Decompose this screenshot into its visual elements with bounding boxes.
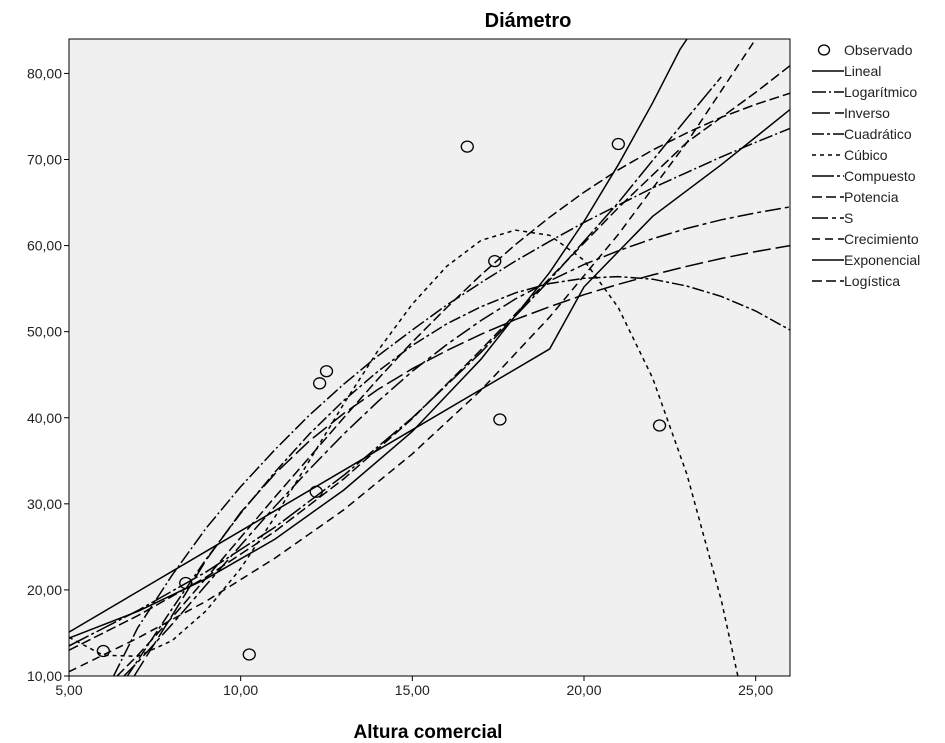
- y-tick-label-7: 80,00: [27, 65, 62, 81]
- y-tick-label-3: 40,00: [27, 410, 62, 426]
- x-tick-label-4: 25,00: [738, 682, 773, 698]
- legend-label-7: S: [844, 210, 853, 226]
- fit-curves: [69, 39, 790, 676]
- observed-point-7: [488, 254, 502, 268]
- legend-label-8: Crecimiento: [844, 231, 919, 247]
- observed-point-4: [312, 377, 327, 390]
- y-tick-label-0: 10,00: [27, 668, 62, 684]
- observed-point-2: [242, 648, 256, 661]
- legend-label-2: Inverso: [844, 105, 890, 121]
- curve-0: [69, 109, 790, 633]
- x-tick-label-0: 5,00: [55, 682, 82, 698]
- y-tick-label-1: 20,00: [27, 582, 62, 598]
- legend-label-0: Lineal: [844, 63, 881, 79]
- legend-label-3: Cuadrático: [844, 126, 912, 142]
- observed-point-9: [611, 137, 625, 151]
- observed-point-5: [319, 365, 334, 378]
- curve-5: [69, 76, 722, 647]
- legend-label-1: Logarítmico: [844, 84, 917, 100]
- legend: Observado Lineal Logarítmico Inverso Cuadrát…: [812, 42, 920, 289]
- y-tick-label-6: 70,00: [27, 152, 62, 168]
- legend-observed-marker: [817, 44, 831, 56]
- curve-10: [69, 65, 790, 651]
- curve-9: [69, 39, 688, 639]
- curve-3: [126, 275, 790, 676]
- x-tick-label-3: 20,00: [566, 682, 601, 698]
- y-axis: 10,00 20,00 30,00 40,00 50,00 60,00 70,00 80,00: [27, 65, 69, 684]
- curve-6: [116, 92, 790, 676]
- curve-8: [69, 39, 757, 673]
- legend-label-10: Logística: [844, 273, 900, 289]
- y-tick-label-4: 50,00: [27, 324, 62, 340]
- curve-1: [112, 127, 790, 676]
- legend-label-6: Potencia: [844, 189, 899, 205]
- observed-point-1: [179, 576, 193, 590]
- legend-label-5: Compuesto: [844, 168, 916, 184]
- x-axis: 5,00 10,00 15,00 20,00 25,00: [55, 676, 773, 698]
- y-tick-label-5: 60,00: [27, 238, 62, 254]
- chart-title: Diámetro: [485, 10, 572, 32]
- observed-points: [96, 137, 667, 661]
- observed-point-0: [96, 644, 110, 658]
- legend-label-4: Cúbico: [844, 147, 888, 163]
- observed-point-8: [493, 413, 507, 426]
- x-tick-label-1: 10,00: [223, 682, 258, 698]
- observed-point-6: [460, 140, 474, 153]
- observed-point-3: [309, 485, 323, 498]
- observed-point-10: [652, 419, 667, 432]
- x-tick-label-2: 15,00: [395, 682, 430, 698]
- x-axis-label: Altura comercial: [354, 722, 503, 743]
- legend-label-9: Exponencial: [844, 252, 920, 268]
- legend-observed-label: Observado: [844, 42, 913, 58]
- y-tick-label-2: 30,00: [27, 496, 62, 512]
